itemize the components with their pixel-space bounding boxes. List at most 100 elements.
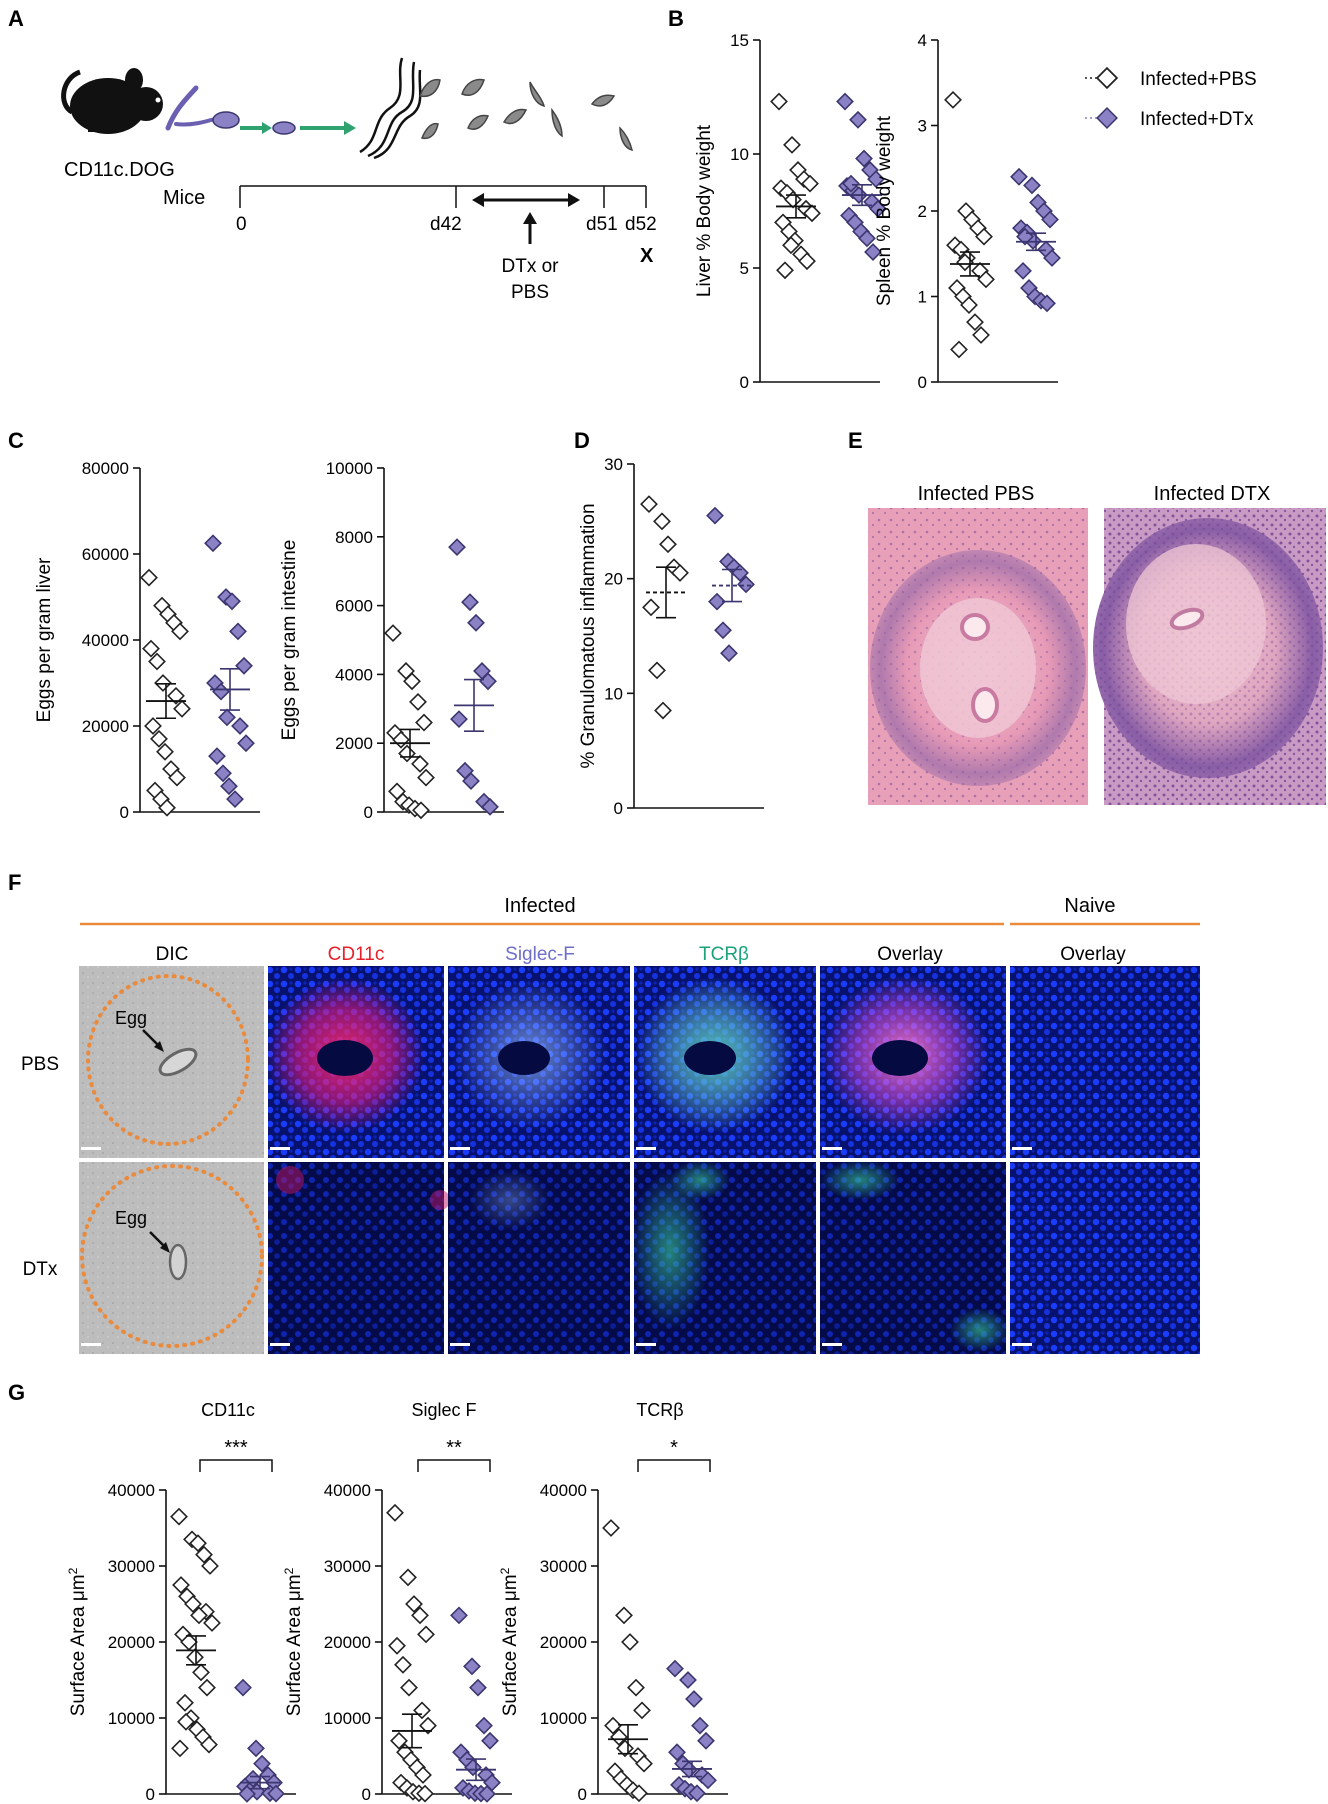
data-point-dtx — [450, 710, 468, 729]
data-point-pbs — [642, 598, 660, 617]
data-point-pbs — [186, 1648, 204, 1667]
data-point-pbs — [950, 340, 968, 359]
data-point-pbs — [783, 135, 801, 154]
y-tick-label: 0 — [120, 803, 129, 822]
y-tick-label: 30 — [604, 455, 623, 474]
legend-marker-pbs — [1095, 66, 1119, 90]
column-header-overlay: Overlay — [877, 944, 943, 965]
y-tick-label: 10000 — [540, 1709, 587, 1728]
data-point-dtx — [469, 1678, 487, 1697]
micrograph-cd11c-pbs — [265, 966, 444, 1158]
data-point-dtx — [864, 243, 882, 261]
data-point-pbs — [403, 672, 421, 691]
data-point-pbs — [171, 1739, 189, 1758]
data-point-dtx — [267, 1784, 285, 1803]
schistosomulum-icon — [272, 121, 296, 135]
y-tick-label: 10000 — [324, 1709, 371, 1728]
data-point-dtx — [688, 1784, 706, 1803]
significance-bracket-cd11c — [199, 1459, 273, 1472]
column-header-tcrb: TCRβ — [699, 944, 749, 965]
y-tick-label: 5 — [740, 259, 749, 278]
data-point-dtx — [237, 734, 255, 753]
data-point-dtx — [218, 708, 236, 727]
data-point-pbs — [633, 1701, 651, 1720]
data-point-pbs — [176, 1693, 194, 1712]
y-tick-label: 10000 — [108, 1709, 155, 1728]
g-title-tcrb: TCRβ — [636, 1400, 683, 1420]
data-point-dtx — [849, 110, 867, 129]
y-axis-label: Surface Area μm2 — [498, 1567, 521, 1716]
y-tick-label: 20000 — [324, 1633, 371, 1652]
arrowhead-icon — [344, 121, 356, 135]
data-point-pbs — [390, 1731, 408, 1750]
data-point-pbs — [388, 1636, 406, 1655]
column-header-dic: DIC — [156, 944, 189, 965]
legend: Infected+PBS Infected+DTx — [1085, 66, 1257, 130]
y-tick-label: 10 — [730, 145, 749, 164]
data-point-pbs — [416, 1784, 434, 1803]
micrograph-naive-dtx — [1010, 1162, 1200, 1354]
column-header-cd11c: CD11c — [328, 944, 385, 965]
y-tick-label: 40000 — [108, 1481, 155, 1500]
y-tick-label: 30000 — [540, 1557, 587, 1576]
data-point-pbs — [409, 693, 427, 711]
data-point-pbs — [975, 227, 993, 246]
y-axis-label: Eggs per gram liver — [34, 557, 55, 722]
data-point-pbs — [413, 1701, 431, 1720]
data-point-pbs — [944, 90, 962, 109]
data-point-dtx — [481, 797, 499, 816]
data-point-dtx — [855, 149, 873, 168]
legend-marker-dtx — [1096, 107, 1118, 129]
chart-surface-tcrb: 0 10000 20000 30000 40000 Surface Area μm2 — [498, 1481, 728, 1804]
panel-letter-d: D — [574, 428, 590, 453]
data-point-pbs — [180, 1633, 198, 1651]
y-axis-label: Surface Area μm2 — [66, 1567, 89, 1716]
y-axis-label: % Granulomatous inflammation — [578, 503, 599, 768]
y-tick-label: 20000 — [540, 1633, 587, 1652]
y-tick-label: 6000 — [335, 597, 373, 616]
y-tick-label: 40000 — [540, 1481, 587, 1500]
data-point-pbs — [189, 1534, 207, 1553]
chart-eggs-liver: 0 20000 40000 60000 80000 Eggs per gram liver — [34, 459, 260, 822]
data-point-pbs — [154, 674, 172, 692]
data-point-pbs — [195, 1545, 213, 1564]
micrograph-cd11c-dtx — [268, 1162, 450, 1354]
micrograph-siglecf-pbs — [448, 966, 630, 1158]
data-point-dtx — [214, 764, 232, 783]
mouse-label: CD11c.DOG — [64, 159, 175, 181]
timeline-label-d51: d51 — [586, 214, 618, 235]
y-axis-label: Liver % Body weight — [694, 124, 715, 297]
y-tick-label: 40000 — [324, 1481, 371, 1500]
data-point-dtx — [1043, 249, 1061, 267]
mouse-label-2: Mice — [163, 187, 205, 209]
y-tick-label: 20000 — [82, 717, 129, 736]
data-point-pbs — [168, 768, 186, 787]
data-point-pbs — [203, 1614, 221, 1632]
panel-letter-g: G — [8, 1380, 25, 1405]
data-point-pbs — [177, 1712, 195, 1731]
data-point-pbs — [411, 754, 429, 773]
histology-image-pbs — [868, 508, 1088, 805]
data-point-dtx — [478, 1784, 496, 1803]
data-point-pbs — [201, 1557, 219, 1575]
y-tick-label: 0 — [362, 1785, 371, 1804]
data-point-dtx — [869, 199, 887, 218]
schematic-panel-a: CD11c.DOG Mice 0 d42 d51 d52 X DTx or PB… — [61, 57, 657, 303]
data-point-pbs — [405, 1595, 423, 1613]
significance-bracket-tcrb — [637, 1459, 711, 1472]
histology-title-dtx: Infected DTX — [1154, 483, 1271, 505]
data-point-dtx — [836, 92, 854, 111]
adult-worm-icon — [359, 57, 422, 160]
micrograph-tcrb-dtx — [630, 1160, 816, 1354]
data-point-pbs — [630, 1784, 648, 1803]
histology-image-dtx — [1093, 508, 1326, 805]
data-point-pbs — [776, 261, 794, 280]
g-title-siglecf: Siglec F — [411, 1400, 476, 1420]
data-point-dtx — [720, 644, 738, 663]
treatment-label: DTx or — [502, 256, 560, 277]
significance-siglecf: ** — [446, 1437, 462, 1459]
data-point-pbs — [798, 252, 816, 271]
data-point-dtx — [223, 592, 241, 611]
y-tick-label: 40000 — [82, 631, 129, 650]
data-point-pbs — [200, 1735, 218, 1754]
